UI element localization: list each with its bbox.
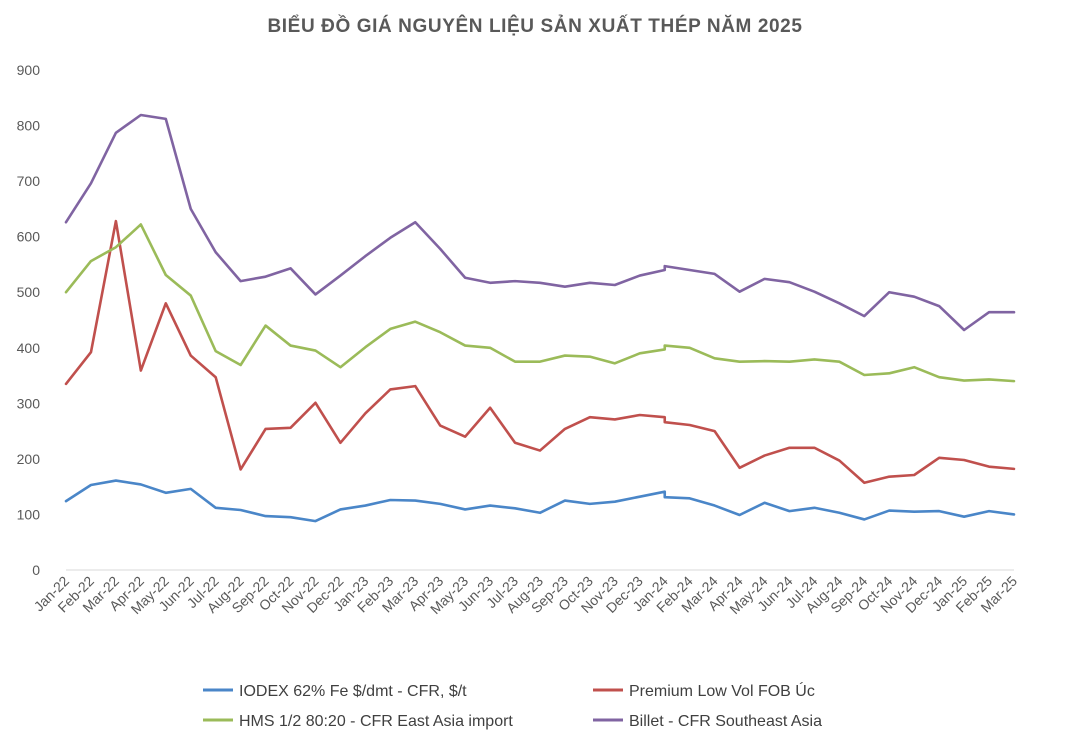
series-lines [64,113,1016,523]
series-line-1 [64,479,1016,523]
legend-label: Billet - CFR Southeast Asia [629,713,822,730]
y-tick-label: 500 [17,284,41,300]
y-axis-ticks: 0 100 200 300 400 500 600 700 800 900 [17,62,41,578]
legend: IODEX 62% Fe $/dmt - CFR, $/t Premium Low… [203,681,822,730]
y-tick-label: 800 [17,118,41,134]
chart-title: BIỂU ĐỒ GIÁ NGUYÊN LIỆU SẢN XUẤT THÉP NĂ… [267,15,802,37]
y-tick-label: 300 [17,395,41,411]
series-line-4 [64,113,1016,332]
legend-label: Premium Low Vol FOB Úc [629,681,815,700]
y-tick-label: 100 [17,506,41,522]
legend-label: HMS 1/2 80:20 - CFR East Asia import [239,713,513,730]
series-line-2 [64,219,1016,485]
legend-item: HMS 1/2 80:20 - CFR East Asia import [203,713,513,730]
y-tick-label: 0 [32,562,40,578]
y-tick-label: 400 [17,340,41,356]
legend-item: IODEX 62% Fe $/dmt - CFR, $/t [203,683,467,700]
legend-item: Billet - CFR Southeast Asia [593,713,822,730]
y-tick-label: 200 [17,451,41,467]
y-tick-label: 900 [17,62,41,78]
series-line-3 [64,223,1016,383]
y-tick-label: 600 [17,229,41,245]
legend-item: Premium Low Vol FOB Úc [593,681,815,700]
legend-label: IODEX 62% Fe $/dmt - CFR, $/t [239,683,467,700]
y-tick-label: 700 [17,173,41,189]
x-axis-ticks: Jan-22Feb-22Mar-22Apr-22May-22Jun-22Jul-… [31,573,1021,617]
